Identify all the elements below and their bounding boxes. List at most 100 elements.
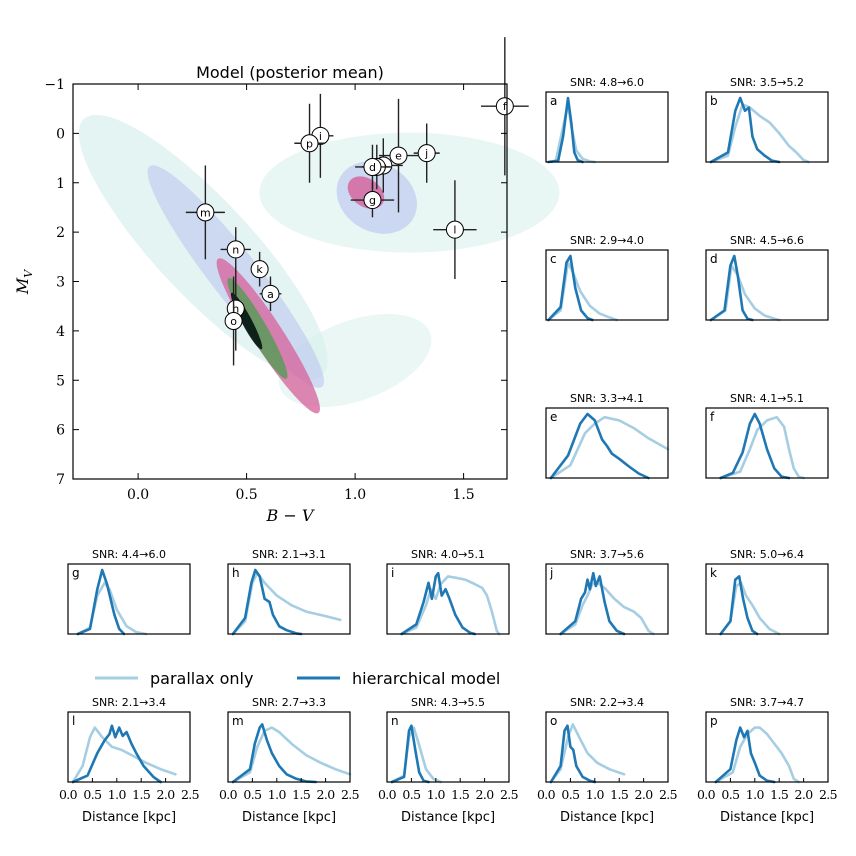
cmd-ylabel: MV [13,269,35,295]
cmd-point-l: l [433,180,477,280]
panel-p-xtick-label-0: 0.0 [697,787,716,802]
panel-l-letter: l [72,714,75,728]
panel-k-letter: k [710,566,717,580]
panel-c-frame [545,249,669,321]
cmd-point-f: f [480,37,529,176]
panel-b-snr: SNR: 3.5→5.2 [730,76,804,89]
panel-a-snr: SNR: 4.8→6.0 [570,76,644,89]
cmd-marker-label-p: p [306,137,313,150]
cmd-ytick-label-1: 0 [56,126,65,142]
cmd-marker-label-f: f [503,100,508,113]
panel-o-hierarchical-curve [549,724,597,784]
panel-o-xtick-label-2: 1.0 [586,787,605,802]
panel-n-snr: SNR: 4.3→5.5 [411,696,485,709]
panel-j-snr: SNR: 3.7→5.6 [570,548,644,561]
cmd-xtick-label-2: 1.0 [344,487,366,503]
panel-a-hierarchical-curve [547,96,584,164]
panel-l-parallax-only-curve [71,726,177,784]
cmd-marker-f [495,97,514,116]
cmd-ytick-label-3: 2 [56,225,65,241]
cmd-xtick-label-1: 0.5 [235,487,257,503]
panel-d-letter: d [710,252,718,266]
panel-h-hierarchical-curve [231,568,303,636]
panel-l-xtick-label-2: 1.0 [108,787,127,802]
panel-m-snr: SNR: 2.7→3.3 [252,696,326,709]
legend-label-hierarchical: hierarchical model [352,669,500,688]
panel-g: SNR: 4.4→6.0 g [67,548,191,636]
panel-o-xtick-label-3: 1.5 [610,787,628,802]
cmd-point-p: p [294,103,325,183]
panel-m-xlabel: Distance [kpc] [242,810,336,825]
cmd-marker-label-l: l [453,224,456,237]
panel-c: SNR: 2.9→4.0 c [545,234,669,322]
panel-l-xtick-label-5: 2.5 [181,787,199,802]
cmd-marker-label-i: i [319,130,322,143]
panel-l-xtick-label-1: 0.5 [83,787,101,802]
cmd-xtick-label-0: 0.0 [127,487,149,503]
panel-p-xtick-label-3: 1.5 [770,787,788,802]
panel-a: SNR: 4.8→6.0 a [545,76,669,164]
legend-label-parallax-only: parallax only [150,669,253,688]
cmd-ytick-label-0: −1 [44,77,65,93]
cmd-marker-label-h: h [232,303,239,316]
panel-o-xtick-label-5: 2.5 [659,787,677,802]
panel-p-parallax-only-curve [714,726,800,784]
panel-a-letter: a [550,94,557,108]
cmd-marker-n [226,240,245,259]
panel-d-frame [705,249,829,321]
panel-e-letter: e [550,410,557,424]
panel-k-hierarchical-curve [719,575,759,636]
panel-i-snr: SNR: 4.0→5.1 [411,548,485,561]
cmd-marker-label-k: k [256,263,263,276]
panel-d-hierarchical-curve [709,254,754,322]
panel-l-frame [67,711,191,783]
panel-b-frame [705,91,829,163]
cmd-title: Model (posterior mean) [196,63,384,82]
panel-n-hierarchical-curve [390,724,430,784]
panel-f: SNR: 4.1→5.1 f [705,392,829,480]
panel-m-xtick-label-0: 0.0 [219,787,238,802]
panel-o-parallax-only-curve [549,723,626,784]
panel-a-frame [545,91,669,163]
cmd-point-m: m [185,165,225,260]
legend: parallax only hierarchical model [95,669,500,688]
cmd-marker-label-g: g [369,194,376,207]
cmd-marker-m [196,203,215,222]
panel-n-xtick-label-2: 1.0 [427,787,446,802]
panel-p-xtick-label-4: 2.0 [795,787,814,802]
panel-e-frame [545,407,669,479]
cmd-points: abcdefghijklmnop [185,37,529,366]
panel-i-parallax-only-curve [400,575,501,636]
panel-p: SNR: 3.7→4.7 p 0.0 0.5 1.0 1.5 2.0 2.5 Distance … [697,696,838,825]
panel-l: SNR: 2.1→3.4 l 0.0 0.5 1.0 1.5 2.0 2.5 Distance … [59,696,200,825]
panel-d-snr: SNR: 4.5→6.6 [730,234,804,247]
panel-h-frame [227,563,351,635]
panel-p-snr: SNR: 3.7→4.7 [730,696,804,709]
panel-h-letter: h [232,566,240,580]
cmd-plot: Model (posterior mean) abcdefghijklmnop … [13,37,560,525]
panel-m: SNR: 2.7→3.3 m 0.0 0.5 1.0 1.5 2.0 2.5 Distance … [219,696,360,825]
cmd-marker-label-a: a [267,288,274,301]
panel-l-xtick-label-3: 1.5 [132,787,150,802]
panel-n-xlabel: Distance [kpc] [401,810,495,825]
panel-l-hierarchical-curve [71,724,162,784]
panel-m-letter: m [232,714,244,728]
cmd-ytick-label-4: 3 [56,275,65,291]
panel-p-hierarchical-curve [714,726,776,784]
cmd-marker-j [417,144,436,163]
cmd-point-n: n [220,227,251,272]
panel-m-frame [227,711,351,783]
panel-n-xtick-label-5: 2.5 [500,787,518,802]
panel-o-xtick-label-4: 2.0 [635,787,654,802]
cmd-point-j: j [413,123,440,183]
cmd-marker-k [250,260,269,279]
panel-b-parallax-only-curve [709,103,810,164]
panel-e-hierarchical-curve [549,412,650,480]
panel-f-frame [705,407,829,479]
cmd-point-o: o [224,276,243,366]
panel-i: SNR: 4.0→5.1 i [386,548,510,636]
panel-m-xtick-label-5: 2.5 [341,787,359,802]
panel-b-hierarchical-curve [709,96,781,164]
cmd-ytick-label-6: 5 [56,373,65,389]
